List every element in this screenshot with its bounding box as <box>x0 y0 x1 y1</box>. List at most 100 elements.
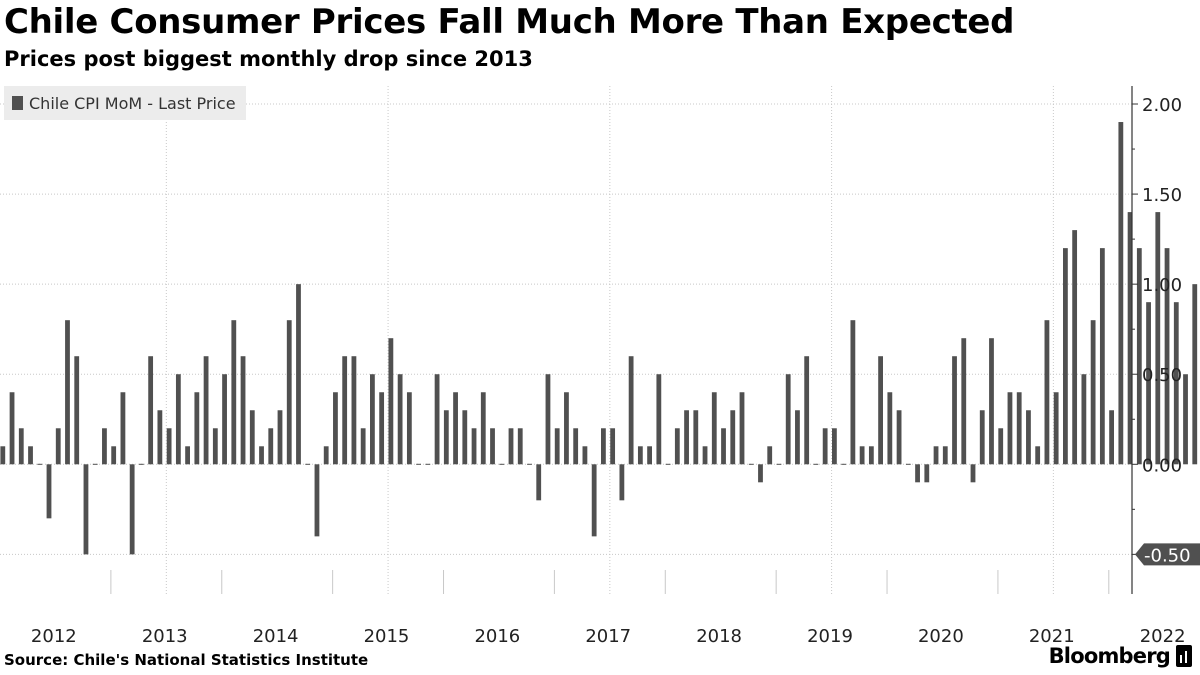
bar <box>841 463 847 465</box>
bar <box>1155 212 1161 465</box>
bar <box>1109 410 1114 465</box>
bar-series <box>0 122 1198 555</box>
bar <box>684 410 689 465</box>
bar <box>628 356 634 465</box>
bar <box>693 410 699 465</box>
bar <box>471 428 477 465</box>
last-value-tag <box>1135 543 1200 566</box>
bar <box>637 446 643 465</box>
bar <box>915 464 920 483</box>
bar <box>46 464 52 519</box>
bar <box>406 392 412 465</box>
bar <box>1044 320 1050 465</box>
bar <box>443 410 449 465</box>
legend-label: Chile CPI MoM - Last Price <box>29 93 236 113</box>
bar <box>748 463 754 465</box>
bar <box>203 356 209 465</box>
x-tick-label: 2019 <box>807 626 853 647</box>
bar <box>9 392 15 465</box>
bar <box>333 392 338 465</box>
bar <box>1127 212 1133 465</box>
bar <box>656 374 662 465</box>
bar <box>102 428 107 465</box>
bar <box>1183 374 1188 465</box>
bar <box>739 392 745 465</box>
x-tick-label: 2017 <box>585 626 631 647</box>
bar <box>490 428 495 465</box>
bar <box>619 464 625 501</box>
bar <box>314 464 320 537</box>
bar <box>832 428 837 465</box>
bar <box>74 356 80 465</box>
bar <box>1164 248 1170 465</box>
x-tick-label: 2012 <box>31 626 77 647</box>
bar <box>194 392 200 465</box>
bar <box>55 428 61 465</box>
x-tick-label: 2020 <box>918 626 964 647</box>
bar <box>1146 302 1151 465</box>
gridlines <box>0 86 1132 594</box>
bar <box>1026 410 1031 465</box>
bar <box>1063 248 1068 465</box>
bar <box>1007 392 1013 465</box>
bar <box>508 428 514 465</box>
bar <box>924 464 930 483</box>
bar <box>360 428 366 465</box>
bar <box>527 463 532 465</box>
x-tick-label: 2013 <box>142 626 188 647</box>
bar <box>83 464 89 555</box>
bar <box>591 464 597 537</box>
bar <box>1118 122 1124 465</box>
bar <box>1072 230 1078 465</box>
bar <box>379 392 385 465</box>
bar <box>758 464 763 483</box>
bar <box>970 464 976 483</box>
bar <box>388 338 394 465</box>
bloomberg-terminal-icon <box>1176 645 1192 667</box>
y-tick-label: 0.50 <box>1142 365 1182 386</box>
bar <box>785 374 791 465</box>
bar <box>905 463 911 465</box>
brand-logo: Bloomberg <box>1049 644 1192 668</box>
bar <box>397 374 403 465</box>
bar <box>139 463 144 465</box>
bar <box>878 356 883 465</box>
bar <box>868 446 874 465</box>
bar <box>480 392 486 465</box>
bar <box>148 356 154 465</box>
bar <box>370 374 375 465</box>
bar <box>896 410 902 465</box>
bar <box>462 410 468 465</box>
bar <box>342 356 348 465</box>
chart-title: Chile Consumer Prices Fall Much More Tha… <box>4 2 1015 42</box>
bar <box>804 356 810 465</box>
bar <box>425 463 431 465</box>
bar <box>351 356 357 465</box>
axes: 2.00 1.50 1.00 0.50 0.00 -0.50 2012 2013 2014 201… <box>31 86 1200 647</box>
bar <box>564 392 569 465</box>
bar <box>850 320 856 465</box>
bar <box>453 392 458 465</box>
y-tick-label: 2.00 <box>1142 95 1182 116</box>
bar <box>702 446 708 465</box>
bar <box>711 392 717 465</box>
bar <box>1035 446 1041 465</box>
source-note: Source: Chile's National Statistics Inst… <box>4 651 369 669</box>
bar <box>665 463 671 465</box>
bar <box>554 428 560 465</box>
bar <box>296 284 301 465</box>
legend: Chile CPI MoM - Last Price <box>4 86 246 120</box>
bar <box>1081 374 1087 465</box>
legend-swatch <box>12 96 23 110</box>
bar <box>573 428 579 465</box>
bar <box>610 428 616 465</box>
x-tick-label: 2021 <box>1029 626 1075 647</box>
bar <box>120 392 126 465</box>
bar <box>517 428 523 465</box>
bar <box>721 428 726 465</box>
bar <box>323 446 329 465</box>
bar <box>166 428 172 465</box>
brand-name: Bloomberg <box>1048 644 1171 668</box>
bar <box>305 463 311 465</box>
